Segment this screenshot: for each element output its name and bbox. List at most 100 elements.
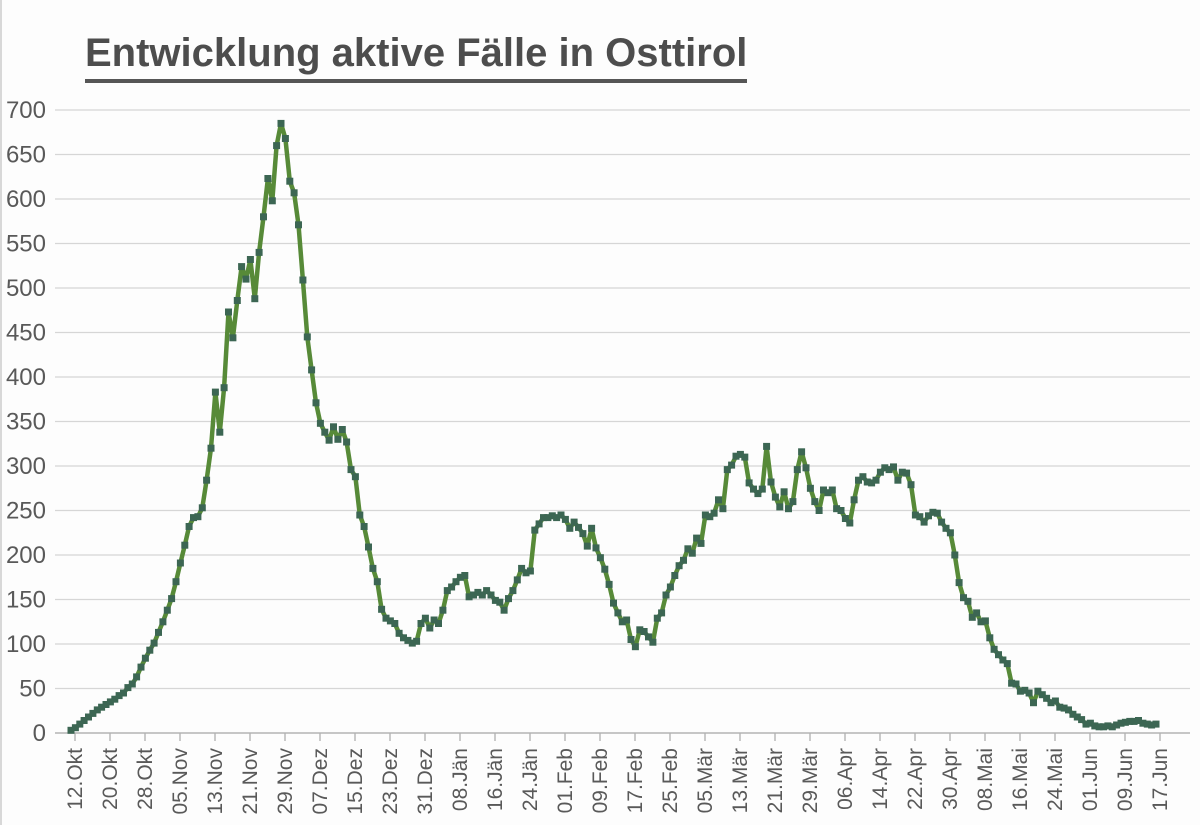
data-point-marker — [478, 591, 486, 599]
data-point-marker — [85, 713, 92, 721]
data-point-marker — [404, 636, 412, 644]
data-point-marker — [141, 654, 149, 662]
data-point-marker — [421, 614, 429, 622]
x-tick-label: 21.Mär — [764, 748, 787, 813]
data-point-marker — [907, 481, 915, 489]
data-point-marker — [588, 524, 596, 532]
data-point-marker — [408, 639, 416, 647]
data-point-marker — [837, 507, 845, 514]
y-tick-label: 50 — [19, 676, 46, 703]
data-point-marker — [106, 698, 114, 706]
data-point-marker — [898, 468, 906, 476]
data-point-marker — [456, 573, 464, 581]
x-tick-label: 24.Mai — [1044, 748, 1067, 811]
data-point-marker — [312, 399, 320, 407]
data-point-marker — [627, 636, 635, 643]
data-point-marker — [115, 692, 123, 700]
data-point-marker — [693, 534, 701, 542]
data-point-marker — [596, 554, 604, 562]
data-point-marker — [920, 518, 928, 526]
data-point-marker — [395, 629, 403, 637]
data-point-marker — [295, 221, 302, 229]
data-point-marker — [942, 524, 950, 532]
y-tick-label: 0 — [33, 720, 46, 747]
x-tick-label: 21.Nov — [239, 748, 262, 815]
data-point-marker — [649, 638, 657, 646]
data-point-marker — [548, 512, 556, 520]
data-point-marker — [71, 724, 79, 732]
data-point-marker — [618, 618, 626, 626]
data-point-marker — [268, 197, 276, 205]
data-point-marker — [124, 684, 132, 692]
y-tick-label: 400 — [6, 364, 46, 391]
data-point-marker — [951, 551, 959, 559]
data-point-marker — [1034, 687, 1042, 695]
data-point-marker — [614, 609, 622, 617]
data-point-marker — [496, 598, 504, 606]
data-point-marker — [102, 701, 110, 708]
data-point-marker — [881, 464, 889, 472]
data-point-marker — [137, 663, 145, 671]
y-tick-label: 150 — [6, 587, 46, 614]
data-point-marker — [430, 616, 438, 624]
data-point-marker — [1117, 719, 1125, 727]
data-point-marker — [1104, 722, 1112, 730]
window-edge — [0, 0, 2, 825]
data-point-marker — [1121, 718, 1129, 726]
data-point-marker — [601, 565, 609, 573]
y-tick-label: 350 — [6, 409, 46, 436]
data-point-marker — [876, 468, 884, 476]
data-point-marker — [640, 628, 648, 635]
data-point-marker — [785, 505, 792, 513]
data-point-marker — [1016, 687, 1024, 695]
data-point-marker — [273, 142, 281, 150]
data-point-marker — [811, 498, 819, 506]
data-point-marker — [491, 596, 499, 604]
x-tick-label: 28.Okt — [134, 748, 157, 810]
data-point-marker — [1139, 719, 1147, 727]
data-point-marker — [815, 507, 823, 514]
data-point-marker — [828, 486, 836, 494]
data-point-marker — [334, 435, 342, 443]
data-point-marker — [995, 651, 1002, 659]
data-point-marker — [443, 587, 451, 595]
data-point-marker — [1065, 706, 1072, 714]
data-point-marker — [561, 515, 569, 523]
data-point-marker — [1069, 710, 1077, 718]
data-point-marker — [894, 476, 902, 484]
data-point-marker — [281, 135, 289, 142]
data-point-marker — [483, 587, 491, 595]
x-axis-ticks — [74, 733, 1161, 741]
data-point-marker — [850, 496, 858, 504]
data-point-marker — [736, 450, 744, 458]
data-point-marker — [544, 514, 552, 522]
data-point-marker — [351, 473, 359, 481]
data-point-marker — [806, 484, 814, 492]
x-tick-label: 01.Feb — [554, 748, 577, 813]
data-point-marker — [526, 567, 534, 575]
data-point-marker — [1082, 720, 1090, 728]
data-point-marker — [1113, 721, 1121, 729]
data-point-marker — [1078, 716, 1086, 724]
data-point-marker — [789, 498, 797, 506]
x-tick-label: 13.Mär — [729, 748, 752, 813]
y-tick-label: 450 — [6, 320, 46, 347]
data-point-marker — [540, 514, 547, 522]
data-point-marker — [1126, 717, 1134, 725]
data-point-marker — [505, 595, 512, 603]
data-point-marker — [356, 511, 364, 519]
data-point-marker — [658, 609, 666, 617]
data-point-marker — [172, 578, 180, 586]
x-tick-label: 15.Dez — [344, 748, 367, 815]
x-tick-label: 31.Dez — [414, 748, 437, 815]
x-tick-label: 09.Feb — [589, 748, 612, 813]
data-point-marker — [133, 673, 141, 681]
data-point-marker — [80, 717, 88, 724]
data-point-marker — [1100, 723, 1107, 731]
data-point-marker — [771, 493, 779, 501]
data-point-marker — [732, 452, 740, 460]
data-point-marker — [382, 614, 390, 622]
data-point-marker — [553, 514, 561, 522]
data-point-marker — [728, 461, 736, 469]
data-point-marker — [946, 529, 954, 537]
